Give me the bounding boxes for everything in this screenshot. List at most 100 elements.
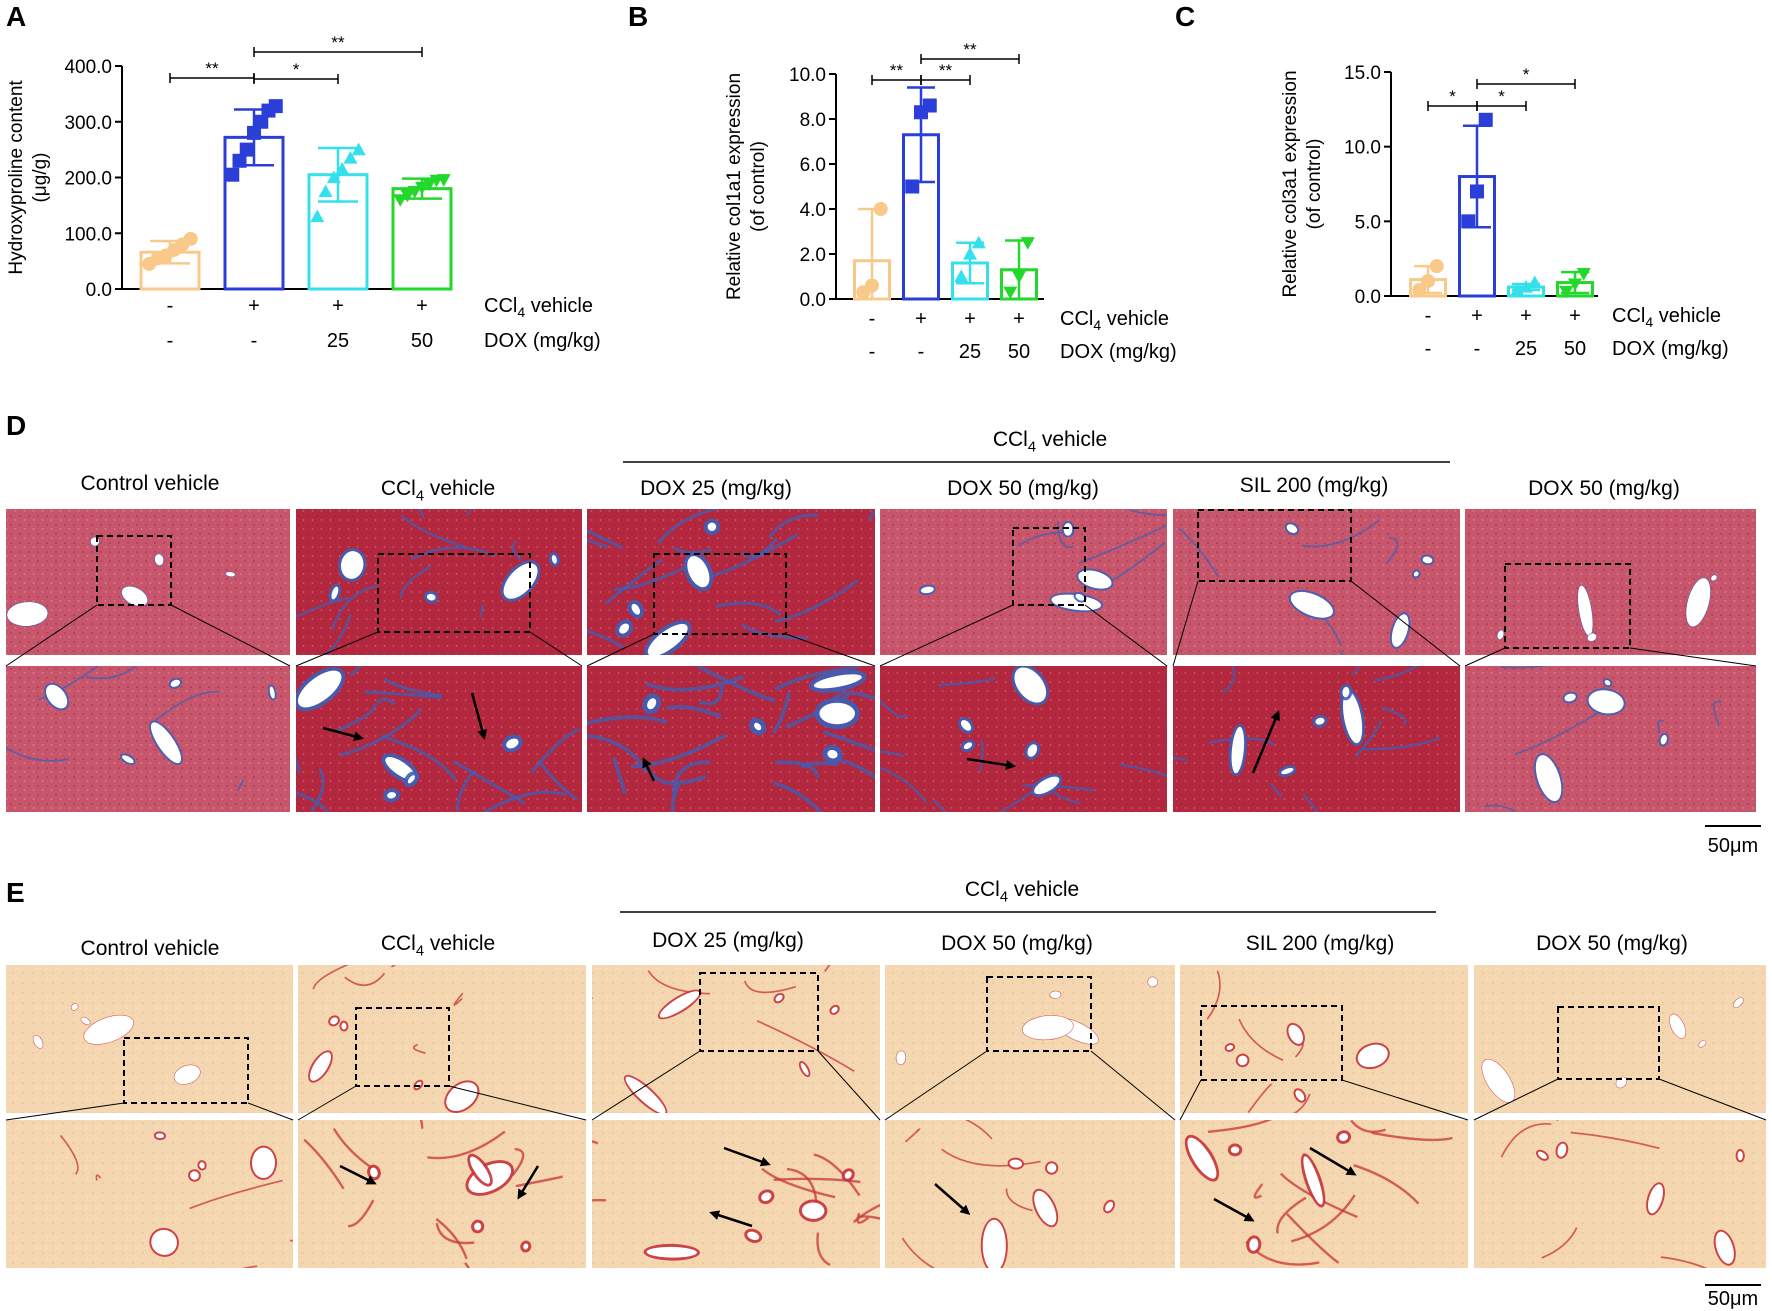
arrow [934, 1183, 971, 1215]
histD-zoom-3-fiber [771, 691, 792, 734]
histD-top-3-vessel [647, 623, 688, 655]
data-point [1020, 237, 1035, 250]
histD-zoom-6-vessel [1604, 680, 1611, 686]
histE-top-4-vessel [1022, 1015, 1074, 1040]
histD-zoom-2-fiber [456, 769, 475, 812]
histD-top-3-vessel [631, 603, 641, 615]
data-point [1527, 275, 1542, 289]
histD-zoom-5-fiber [1173, 756, 1189, 762]
histD-zoom-3-fiber [645, 675, 745, 692]
histD-zoom-5-fiber [1363, 736, 1441, 751]
histD-zoom-3-fiber [587, 733, 648, 773]
histE-top-1-vessel [174, 1065, 201, 1085]
histE-top-5 [1180, 965, 1468, 1113]
histD-top-2-fiber [479, 604, 485, 618]
histE-top-2-vessel [341, 1022, 347, 1030]
panel-e-micrographs [5, 965, 1767, 1268]
data-point [1012, 270, 1026, 284]
y-tick-label: 2.0 [800, 245, 826, 266]
histE-top-5-vessel [1226, 1045, 1234, 1050]
data-point [865, 278, 879, 293]
panel-d-col-label-4: DOX 50 (mg/kg) [947, 477, 1099, 500]
histE-zoom-5-fiber [1290, 1194, 1356, 1243]
histD-top-6 [1465, 509, 1756, 655]
histE-top-3-fiber [756, 1020, 855, 1072]
histD-zoom-1 [6, 666, 290, 812]
dox-dose: - [1474, 338, 1481, 360]
histE-zoom-4-fiber [964, 1120, 993, 1140]
histE-zoom-4-fiber [901, 1237, 936, 1268]
row-label-ccl4: CCl4 vehicle [484, 295, 593, 320]
dox-dose: 50 [1008, 341, 1030, 363]
histD-top-1-texture [6, 509, 290, 655]
histE-zoom-2-fiber [347, 1199, 375, 1228]
histD-zoom-1-vessel [269, 686, 275, 699]
histD-top-2-fiber [400, 564, 432, 599]
histE-zoom-2-fiber [511, 1147, 525, 1177]
histD-zoom-2-fiber [380, 734, 457, 782]
histD-top-2-fiber [296, 597, 349, 619]
bar [391, 187, 453, 291]
histE-zoom-2-fiber [427, 1130, 506, 1160]
histE-top-2-vessel [446, 1082, 478, 1112]
histE-zoom-6-fiber [1570, 1131, 1660, 1150]
y-tick-label: 5.0 [1355, 212, 1381, 233]
panel-e-col-label-1: Control vehicle [81, 937, 220, 960]
histD-zoom-2-fiber [364, 690, 442, 700]
panel-d-col-label-5: SIL 200 (mg/kg) [1240, 474, 1389, 497]
significance-stars: ** [963, 40, 977, 59]
histD-zoom-1-fiber [6, 746, 69, 762]
histD-top-1-vessel [121, 586, 148, 606]
histE-top-4-texture [885, 965, 1175, 1113]
histE-top-2-fiber [412, 1043, 426, 1054]
histE-zoom-1-vessel [155, 1133, 165, 1139]
histE-zoom-5 [1180, 1120, 1468, 1268]
y-tick-label: 200.0 [64, 169, 112, 190]
data-point [1568, 278, 1582, 292]
y-axis-label: (of control) [748, 141, 769, 232]
zoom-connector [1350, 580, 1461, 667]
histD-zoom-4-fiber [998, 788, 1036, 812]
histD-top-4-texture [880, 509, 1167, 655]
histE-zoom-5-vessel [1230, 1146, 1240, 1154]
inset-box [1197, 509, 1352, 582]
histE-zoom-2-vessel [370, 1167, 378, 1178]
histE-zoom-1-vessel [199, 1162, 205, 1169]
dox-dose: - [1425, 338, 1432, 360]
histD-zoom-2-fiber [376, 697, 396, 706]
histD-zoom-1-fiber [85, 666, 138, 680]
panel-d-group-label: CCl4 vehicle [993, 428, 1107, 455]
histD-zoom-2-fiber [349, 666, 364, 677]
histE-zoom-5-fiber [1371, 1131, 1453, 1142]
histE-top-3-vessel [625, 1076, 666, 1113]
zoom-connector [1179, 1079, 1202, 1121]
histE-zoom-3-texture [592, 1120, 880, 1268]
zoom-connector [5, 604, 98, 667]
histD-top-2-vessel [426, 593, 436, 601]
arrow [1251, 710, 1280, 774]
histD-zoom-5-fiber [1380, 706, 1407, 726]
histE-zoom-3-vessel [801, 1202, 825, 1219]
ccl4-sign: + [1569, 305, 1581, 327]
histE-top-6-vessel [1482, 1059, 1515, 1103]
panel-d-scale: 50μm [1705, 825, 1761, 857]
histD-top-2-texture [296, 509, 582, 655]
zoom-connector [529, 631, 583, 667]
inset-box [1504, 563, 1631, 649]
histE-zoom-5-fiber [1286, 1213, 1340, 1264]
significance-stars: * [1523, 65, 1530, 84]
histD-zoom-3-vessel [819, 702, 855, 725]
histD-zoom-6-texture [1465, 666, 1756, 812]
histD-zoom-6-fiber [1484, 804, 1517, 812]
histE-zoom-6-fiber [1541, 1227, 1578, 1259]
zoom-connector [170, 604, 291, 667]
histD-zoom-3 [587, 666, 875, 812]
data-point [183, 231, 198, 246]
data-point [1470, 184, 1484, 199]
histE-top-3-vessel [800, 1062, 809, 1076]
data-point [225, 167, 240, 182]
histD-top-3-fiber [657, 509, 721, 545]
y-tick-label: 6.0 [800, 155, 826, 176]
y-axis-label: Hydroxyproline content [6, 80, 27, 275]
arrow [966, 757, 1016, 770]
